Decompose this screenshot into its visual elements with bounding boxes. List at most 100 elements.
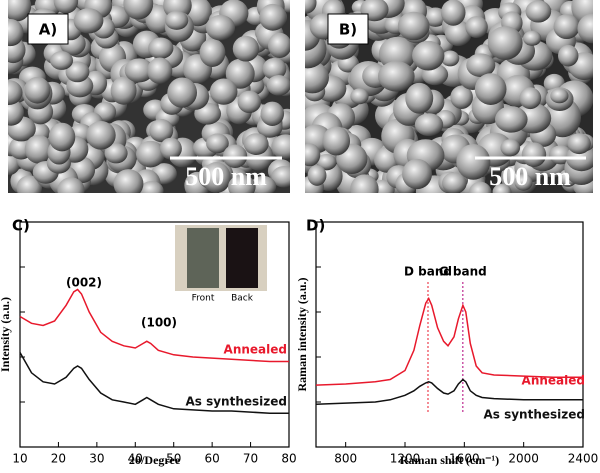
x-tick-label: 40 — [128, 452, 143, 466]
x-tick-label: 60 — [205, 452, 220, 466]
particle — [228, 174, 256, 193]
particle — [8, 80, 23, 105]
particle — [558, 44, 579, 67]
particle — [487, 26, 523, 60]
panel-label-box — [27, 13, 69, 45]
particle — [232, 35, 260, 62]
x-tick-label: 1600 — [449, 452, 480, 466]
series-line — [19, 288, 289, 363]
particle — [8, 99, 24, 126]
particle — [441, 50, 460, 67]
particle — [414, 113, 444, 137]
plot-frame — [315, 221, 584, 448]
particle — [165, 10, 189, 30]
particle — [205, 14, 236, 41]
plot-frame — [19, 221, 290, 448]
particle — [500, 139, 521, 157]
particle — [271, 165, 290, 188]
particle — [271, 134, 290, 160]
annotation: G band — [439, 265, 487, 279]
x-tick-label: 30 — [89, 452, 104, 466]
particle — [456, 143, 491, 180]
x-tick-label: 50 — [166, 452, 181, 466]
particle — [514, 174, 533, 191]
particle — [466, 53, 496, 78]
particle — [305, 0, 317, 14]
particle — [147, 57, 173, 84]
x-tick-label: 70 — [243, 452, 258, 466]
particle — [209, 78, 238, 105]
particle — [521, 142, 547, 167]
particle — [262, 57, 287, 80]
particle — [73, 8, 104, 34]
x-tick-label: 1200 — [390, 452, 421, 466]
particle — [322, 126, 351, 156]
particle — [124, 58, 154, 83]
particle — [24, 76, 51, 104]
particle — [243, 133, 269, 156]
panel-label-box — [327, 13, 369, 45]
particle — [441, 0, 466, 26]
series-line — [315, 378, 583, 406]
particle — [474, 73, 507, 105]
particle — [8, 0, 32, 22]
particle — [86, 120, 116, 150]
particle — [202, 162, 231, 193]
particle — [550, 88, 569, 104]
panel-label: D) — [306, 217, 325, 235]
sem-particles — [305, 0, 593, 193]
x-tick-label: 2400 — [568, 452, 599, 466]
particle — [159, 137, 182, 160]
sem-particles — [8, 0, 290, 193]
sample-back — [226, 228, 258, 288]
x-tick-label: 2000 — [508, 452, 539, 466]
particle — [149, 119, 174, 143]
panel-label: A) — [39, 21, 57, 39]
particle — [223, 144, 248, 168]
series-line — [19, 352, 289, 415]
particle — [378, 36, 416, 71]
particle — [402, 158, 433, 190]
particle — [260, 101, 285, 126]
particle — [577, 13, 593, 44]
scale-label: 500 nm — [489, 162, 571, 191]
x-tick-label: 20 — [51, 452, 66, 466]
particle — [492, 183, 512, 193]
particle — [16, 175, 43, 193]
particle — [113, 169, 144, 193]
charts: 10 20 30 40 50 60 70 80 2θ/Degree Intensity (a.u.… — [0, 217, 598, 467]
particle — [350, 174, 379, 193]
particle — [397, 11, 430, 41]
particle — [53, 0, 79, 14]
particle — [465, 16, 488, 39]
particle — [148, 37, 174, 59]
inset-label: Back — [231, 294, 254, 304]
x-tick-label: 80 — [281, 452, 296, 466]
particle — [305, 143, 321, 167]
scale-label: 500 nm — [185, 162, 267, 191]
particle — [225, 58, 255, 89]
particle — [123, 0, 154, 20]
particle — [199, 38, 226, 67]
particle — [48, 122, 76, 152]
inset-label: Front — [192, 294, 215, 304]
particle — [266, 75, 290, 96]
particle — [412, 40, 445, 71]
annotation: D band — [404, 265, 452, 279]
particle — [259, 3, 287, 31]
particle — [57, 177, 85, 193]
particle — [350, 88, 369, 105]
series-label: Annealed — [224, 343, 287, 357]
particle — [405, 82, 434, 114]
annotation: (002) — [66, 276, 102, 290]
series-line — [315, 296, 583, 386]
particle — [104, 143, 128, 164]
particle — [206, 133, 229, 154]
particle — [307, 165, 327, 186]
particle — [250, 175, 277, 193]
particle — [267, 32, 290, 58]
y-axis-label: Raman intensity (a.u.) — [295, 277, 309, 391]
x-tick-label: 800 — [334, 452, 357, 466]
x-axis-label: Raman shift (cm⁻¹) — [400, 453, 499, 467]
particle — [444, 20, 472, 47]
